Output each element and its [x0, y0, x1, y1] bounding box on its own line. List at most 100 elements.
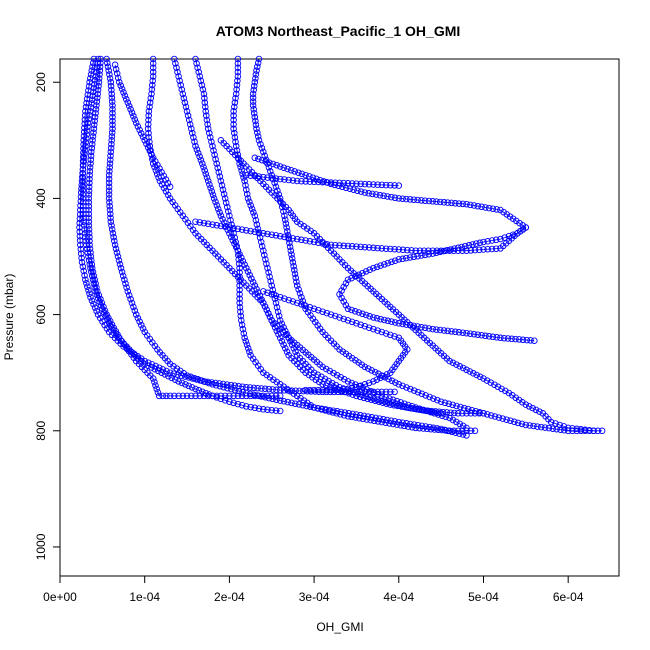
data-point: [488, 245, 496, 253]
data-point: [200, 219, 208, 227]
data-point: [357, 180, 364, 188]
data-point: [403, 384, 410, 391]
data-point: [471, 427, 479, 435]
data-point: [513, 217, 520, 225]
data-point: [290, 390, 298, 397]
data-point: [321, 375, 329, 383]
data-point: [442, 247, 449, 254]
data-point: [473, 371, 480, 379]
data-point: [149, 154, 157, 162]
data-point: [85, 218, 93, 225]
data-point: [319, 308, 326, 315]
data-point: [285, 296, 292, 304]
data-point: [79, 166, 87, 173]
x-axis: 0e+00 1e-04 2e-04 3e-04 4e-04 5e-04 6e-04: [43, 575, 584, 604]
data-point: [241, 177, 248, 185]
data-point: [264, 406, 271, 413]
data-point: [249, 90, 257, 98]
data-point: [369, 190, 376, 198]
data-point: [183, 372, 191, 379]
data-point: [143, 140, 150, 148]
data-point: [407, 385, 414, 393]
data-point: [151, 378, 158, 386]
data-point: [370, 244, 377, 252]
data-point: [420, 425, 427, 432]
data-point: [478, 203, 485, 211]
data-point: [144, 144, 152, 151]
data-point: [357, 382, 364, 390]
data-point: [113, 249, 121, 256]
data-point: [176, 77, 183, 85]
data-point: [79, 191, 87, 198]
data-point: [79, 157, 87, 165]
data-point: [326, 367, 334, 375]
data-point: [362, 268, 370, 275]
data-point: [594, 427, 602, 435]
data-point: [452, 200, 459, 207]
data-point: [545, 424, 553, 432]
data-point: [388, 258, 395, 266]
data-point: [77, 245, 85, 253]
data-point: [78, 254, 85, 262]
data-point: [336, 314, 343, 321]
data-point: [348, 354, 356, 362]
data-point: [519, 336, 527, 344]
data-point: [230, 116, 237, 124]
data-marks: [76, 55, 606, 439]
data-point: [178, 86, 186, 93]
data-point: [117, 264, 125, 272]
data-point: [239, 325, 247, 333]
data-point: [231, 382, 239, 389]
data-point: [426, 408, 434, 415]
data-point: [438, 426, 446, 434]
data-point: [189, 129, 196, 137]
data-point: [216, 173, 224, 180]
data-point: [206, 129, 213, 137]
data-point: [107, 210, 114, 218]
data-point: [410, 196, 418, 203]
data-point: [418, 390, 426, 398]
data-point: [251, 404, 259, 412]
data-point: [484, 245, 491, 253]
data-point: [90, 55, 98, 63]
data-point: [446, 357, 453, 365]
data-point: [391, 257, 399, 264]
data-point: [463, 432, 470, 439]
data-point: [273, 327, 281, 335]
data-point: [450, 427, 458, 435]
x-tick-label: 1e-04: [129, 590, 160, 604]
data-point: [186, 121, 194, 128]
data-point: [371, 389, 378, 396]
data-point: [81, 272, 88, 279]
data-point: [87, 264, 94, 272]
data-point: [406, 196, 414, 203]
data-point: [260, 148, 267, 156]
data-point: [293, 392, 301, 400]
series-line: [79, 58, 395, 393]
data-point: [202, 103, 209, 111]
data-point: [273, 386, 280, 394]
data-point: [238, 317, 245, 324]
data-point: [125, 291, 133, 299]
data-point: [372, 191, 380, 198]
data-point: [269, 160, 277, 168]
data-point: [200, 163, 207, 171]
data-point: [79, 202, 87, 210]
data-point: [370, 325, 377, 333]
data-point: [131, 116, 139, 123]
data-point: [80, 145, 87, 152]
series-12: [243, 171, 403, 189]
data-point: [151, 365, 159, 373]
data-point: [175, 392, 182, 400]
data-point: [291, 266, 298, 274]
data-point: [251, 113, 259, 121]
data-point: [265, 269, 272, 276]
data-point: [425, 325, 433, 332]
data-point: [230, 108, 237, 115]
data-point: [89, 276, 97, 283]
data-point: [141, 360, 148, 368]
data-point: [217, 222, 225, 230]
data-point: [108, 226, 116, 233]
data-point: [147, 94, 155, 102]
data-point: [243, 186, 250, 193]
